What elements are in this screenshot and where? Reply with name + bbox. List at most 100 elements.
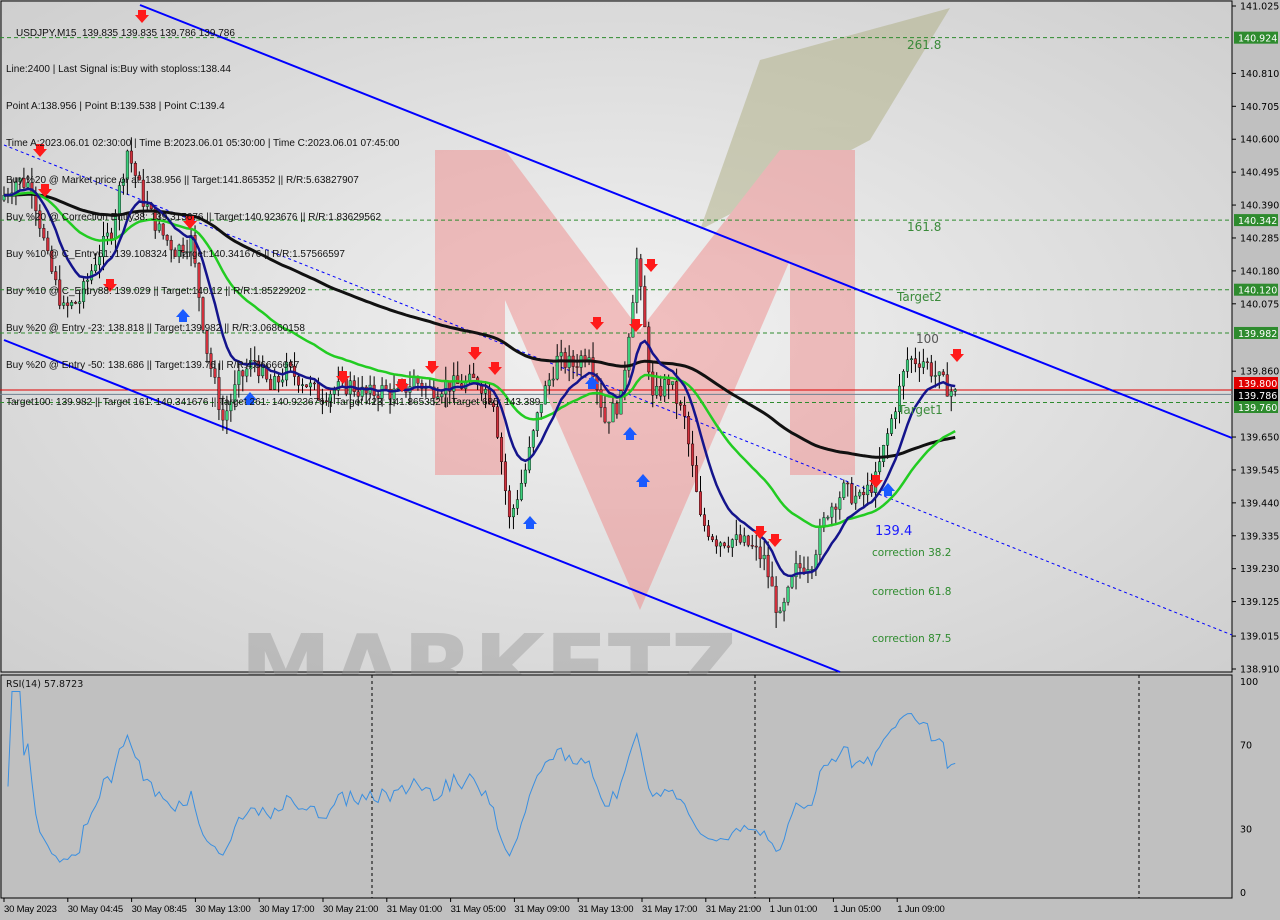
candle[interactable]: [917, 363, 921, 368]
candle[interactable]: [894, 411, 898, 419]
candle[interactable]: [105, 232, 109, 237]
candle[interactable]: [774, 585, 778, 613]
candle[interactable]: [66, 302, 70, 306]
candle[interactable]: [58, 279, 62, 306]
candle[interactable]: [543, 385, 547, 405]
candle[interactable]: [98, 256, 102, 266]
candle[interactable]: [830, 506, 834, 518]
candle[interactable]: [50, 250, 54, 272]
candle[interactable]: [145, 204, 149, 207]
candle[interactable]: [213, 368, 217, 378]
candle[interactable]: [221, 409, 225, 421]
candle[interactable]: [818, 527, 822, 555]
candle[interactable]: [440, 393, 444, 398]
candle[interactable]: [277, 376, 281, 383]
candle[interactable]: [850, 483, 854, 504]
candle[interactable]: [165, 234, 169, 241]
candle[interactable]: [683, 404, 687, 417]
candle[interactable]: [778, 610, 782, 613]
candle[interactable]: [62, 302, 66, 306]
candle[interactable]: [320, 400, 324, 402]
candle[interactable]: [177, 244, 181, 257]
candle[interactable]: [866, 484, 870, 496]
candle[interactable]: [651, 371, 655, 396]
candle[interactable]: [798, 563, 802, 569]
candle[interactable]: [484, 389, 488, 394]
candle[interactable]: [679, 403, 683, 406]
candle[interactable]: [312, 382, 316, 385]
candle[interactable]: [714, 539, 718, 547]
candle[interactable]: [953, 389, 957, 392]
candle[interactable]: [297, 376, 301, 386]
candle[interactable]: [909, 358, 913, 361]
candle[interactable]: [42, 228, 46, 239]
candle[interactable]: [559, 352, 563, 357]
candle[interactable]: [269, 378, 273, 390]
candle[interactable]: [862, 491, 866, 496]
candle[interactable]: [667, 379, 671, 385]
candle[interactable]: [209, 353, 213, 369]
candle[interactable]: [217, 377, 221, 410]
candle[interactable]: [225, 410, 229, 421]
candle[interactable]: [54, 271, 58, 281]
candle[interactable]: [125, 150, 129, 180]
candle[interactable]: [503, 461, 507, 492]
candle[interactable]: [137, 175, 141, 181]
candle[interactable]: [519, 483, 523, 500]
candle[interactable]: [591, 357, 595, 377]
candle[interactable]: [193, 235, 197, 264]
candle[interactable]: [671, 381, 675, 385]
candle[interactable]: [734, 534, 738, 540]
candle[interactable]: [607, 421, 611, 424]
candle[interactable]: [882, 445, 886, 462]
candle[interactable]: [233, 384, 237, 402]
candle[interactable]: [336, 381, 340, 391]
candle[interactable]: [531, 430, 535, 448]
candle[interactable]: [360, 386, 364, 397]
candle[interactable]: [921, 361, 925, 368]
candle[interactable]: [328, 393, 332, 402]
candle[interactable]: [547, 379, 551, 386]
candle[interactable]: [324, 400, 328, 402]
candle[interactable]: [635, 258, 639, 303]
candle[interactable]: [890, 418, 894, 434]
candle[interactable]: [26, 182, 30, 188]
candle[interactable]: [70, 301, 74, 306]
candle[interactable]: [627, 336, 631, 371]
candle[interactable]: [886, 433, 890, 446]
candle[interactable]: [742, 535, 746, 543]
candle[interactable]: [539, 403, 543, 413]
candle[interactable]: [82, 281, 86, 302]
candle[interactable]: [611, 402, 615, 423]
candle[interactable]: [659, 386, 663, 397]
candle[interactable]: [492, 402, 496, 407]
candle[interactable]: [535, 412, 539, 431]
candle[interactable]: [726, 545, 730, 548]
candle[interactable]: [555, 355, 559, 380]
candle[interactable]: [754, 545, 758, 548]
candle[interactable]: [121, 179, 125, 186]
candle[interactable]: [834, 506, 838, 510]
candle[interactable]: [933, 375, 937, 377]
candle[interactable]: [699, 491, 703, 515]
candle[interactable]: [901, 371, 905, 387]
candle[interactable]: [706, 525, 710, 537]
candle[interactable]: [826, 516, 830, 519]
candle[interactable]: [663, 379, 667, 397]
candle[interactable]: [949, 391, 953, 397]
candle[interactable]: [687, 416, 691, 445]
candle[interactable]: [289, 362, 293, 367]
candle[interactable]: [846, 482, 850, 485]
candle[interactable]: [141, 179, 145, 207]
candle[interactable]: [925, 361, 929, 363]
candle[interactable]: [695, 465, 699, 492]
candle[interactable]: [730, 539, 734, 548]
candle[interactable]: [197, 263, 201, 298]
candle[interactable]: [472, 373, 476, 379]
candle[interactable]: [738, 534, 742, 543]
candle[interactable]: [858, 491, 862, 497]
candle[interactable]: [750, 544, 754, 547]
candle[interactable]: [101, 236, 105, 257]
candle[interactable]: [376, 395, 380, 399]
candle[interactable]: [913, 358, 917, 365]
